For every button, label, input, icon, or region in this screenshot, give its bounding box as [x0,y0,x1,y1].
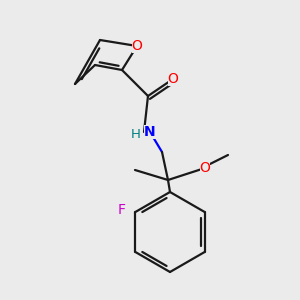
Text: H: H [131,128,141,140]
Text: O: O [132,39,142,53]
Text: F: F [117,203,125,217]
Text: N: N [144,125,156,139]
Text: O: O [200,161,210,175]
Text: O: O [168,72,178,86]
